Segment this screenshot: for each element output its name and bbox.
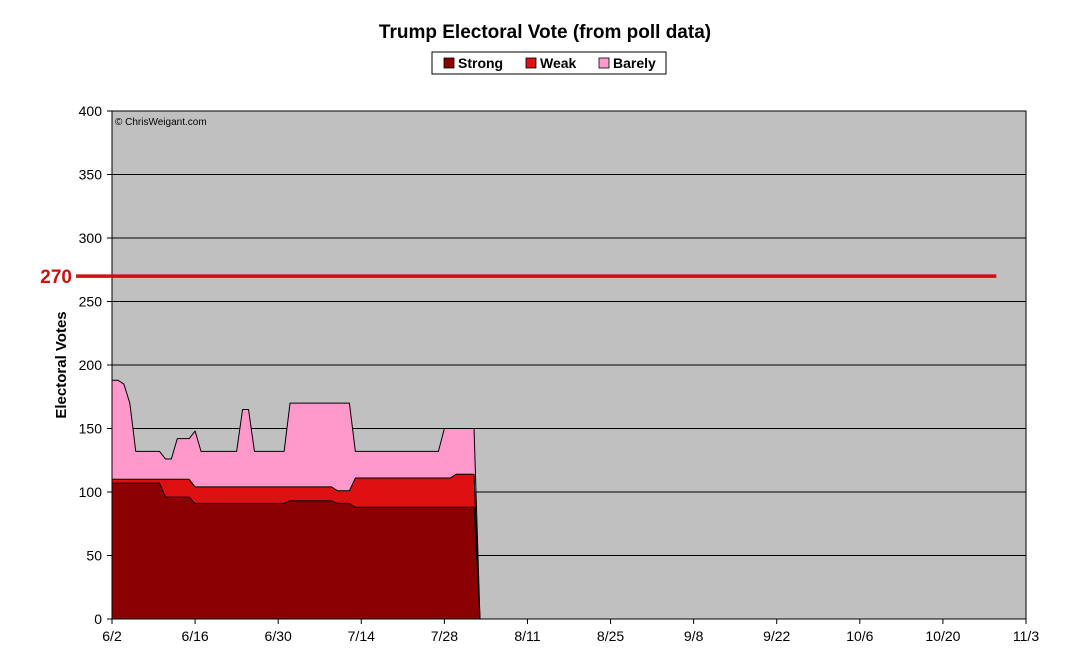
chart-title: Trump Electoral Vote (from poll data) bbox=[379, 22, 711, 43]
legend-label-weak: Weak bbox=[540, 55, 577, 71]
x-ticks: 6/2 6/16 6/30 7/14 7/28 8/11 8/25 9/8 9/22 10/6 10… bbox=[102, 619, 1039, 644]
legend: Strong Weak Barely bbox=[431, 51, 667, 75]
legend-swatch-barely bbox=[598, 57, 610, 69]
y-tick-label: 350 bbox=[79, 167, 103, 183]
watermark: © ChrisWeigant.com bbox=[115, 117, 207, 128]
y-axis-title: Electoral Votes bbox=[53, 311, 70, 418]
x-tick-label: 9/8 bbox=[684, 628, 704, 644]
y-tick-label: 300 bbox=[79, 230, 103, 246]
x-tick-label: 7/28 bbox=[431, 628, 458, 644]
y-tick-label: 400 bbox=[79, 103, 103, 119]
y-tick-label: 0 bbox=[94, 611, 102, 627]
x-tick-label: 6/16 bbox=[181, 628, 208, 644]
y-ticks: 0 50 100 150 200 250 300 350 400 bbox=[79, 103, 112, 627]
x-tick-label: 8/25 bbox=[597, 628, 624, 644]
reference-line-label: 270 bbox=[40, 267, 72, 288]
x-tick-label: 10/6 bbox=[846, 628, 873, 644]
x-tick-label: 10/20 bbox=[925, 628, 960, 644]
y-tick-label: 150 bbox=[79, 421, 103, 437]
series-areas bbox=[111, 379, 481, 620]
y-tick-label: 250 bbox=[79, 294, 103, 310]
x-tick-label: 7/14 bbox=[348, 628, 375, 644]
y-tick-label: 100 bbox=[79, 484, 103, 500]
legend-swatch-weak bbox=[525, 57, 537, 69]
y-tick-label: 50 bbox=[86, 548, 102, 564]
legend-box bbox=[431, 51, 667, 75]
legend-label-barely: Barely bbox=[613, 55, 656, 71]
x-tick-label: 6/2 bbox=[102, 628, 122, 644]
area-series-strong bbox=[111, 482, 481, 620]
x-tick-label: 9/22 bbox=[763, 628, 790, 644]
legend-swatch-strong bbox=[443, 57, 455, 69]
x-tick-label: 6/30 bbox=[265, 628, 292, 644]
x-tick-label: 11/3 bbox=[1013, 628, 1039, 644]
legend-label-strong: Strong bbox=[458, 55, 503, 71]
y-tick-label: 200 bbox=[79, 357, 103, 373]
x-tick-label: 8/11 bbox=[514, 628, 540, 644]
